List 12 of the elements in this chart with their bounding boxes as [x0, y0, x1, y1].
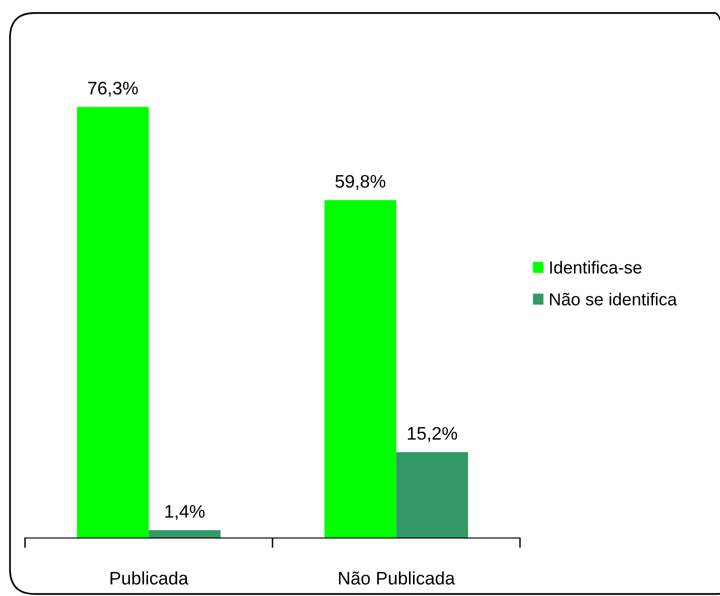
data-label: 76,3%: [88, 82, 138, 97]
data-label: 1,4%: [165, 505, 205, 520]
bar: [396, 452, 468, 538]
bar: [324, 200, 396, 538]
x-tick-label: Não Publicada: [339, 571, 455, 585]
data-label: 15,2%: [408, 426, 458, 442]
bar: [148, 530, 221, 538]
bar: [76, 106, 149, 538]
data-label: 59,8%: [335, 174, 386, 190]
legend-label: Identifica-se: [550, 260, 642, 274]
x-tick-label: Publicada: [110, 571, 188, 585]
legend-label: Não se identifica: [550, 292, 677, 306]
